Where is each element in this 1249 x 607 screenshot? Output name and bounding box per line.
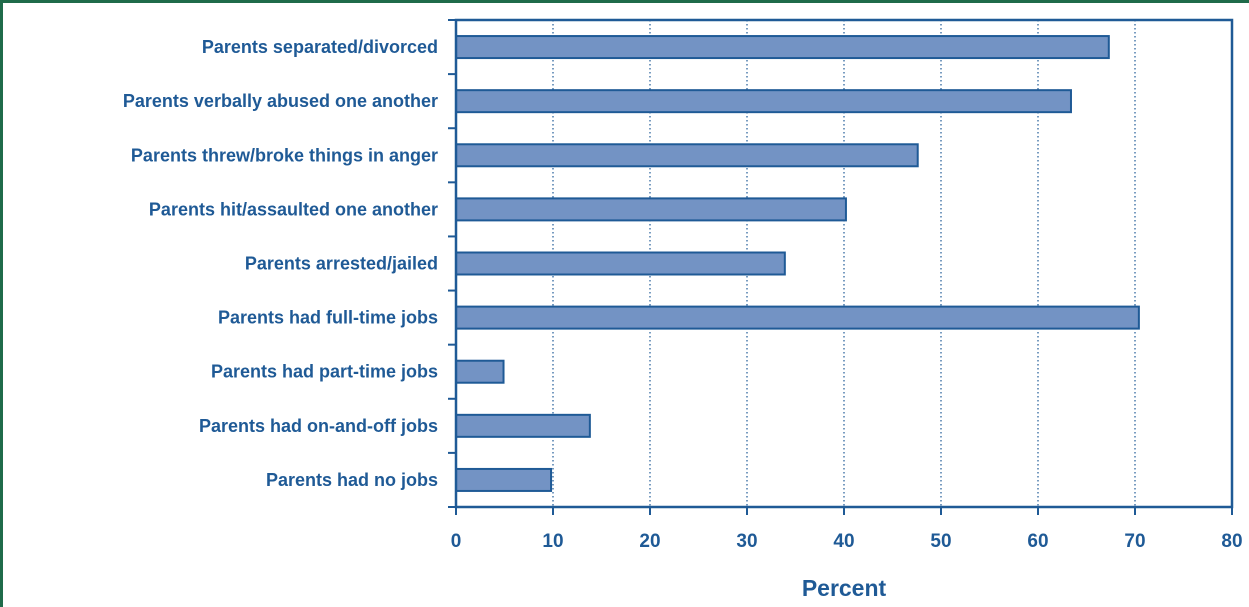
x-tick-label: 80 (1221, 531, 1242, 552)
bar-7 (455, 413, 591, 438)
category-labels: Parents separated/divorced Parents verbal… (123, 37, 438, 490)
bar-8 (455, 467, 553, 492)
category-label: Parents had no jobs (266, 470, 438, 490)
x-tick-label: 30 (736, 531, 757, 552)
category-label: Parents threw/broke things in anger (131, 145, 438, 165)
x-tick-label: 0 (451, 531, 462, 552)
bar-1 (455, 89, 1072, 114)
x-tick-label: 40 (833, 531, 854, 552)
category-label: Parents hit/assaulted one another (149, 199, 438, 219)
bar-2 (455, 143, 919, 168)
x-tick-label: 10 (542, 531, 563, 552)
x-tick-label: 20 (639, 531, 660, 552)
category-label: Parents had full-time jobs (218, 308, 438, 328)
category-label: Parents separated/divorced (202, 37, 438, 57)
axes (448, 18, 1234, 515)
category-label: Parents had part-time jobs (211, 362, 438, 382)
bar-5 (455, 305, 1140, 330)
category-label: Parents arrested/jailed (245, 254, 438, 274)
x-axis-title: Percent (802, 575, 887, 601)
bar-6 (455, 359, 505, 384)
bars (455, 35, 1140, 492)
category-label: Parents verbally abused one another (123, 91, 438, 111)
x-tick-label: 60 (1027, 531, 1048, 552)
bar-4 (455, 251, 786, 276)
bar-0 (455, 35, 1110, 60)
x-tick-label: 70 (1124, 531, 1145, 552)
x-tick-labels: 0 10 20 30 40 50 60 70 80 (451, 531, 1243, 552)
x-tick-label: 50 (930, 531, 951, 552)
category-label: Parents had on-and-off jobs (199, 416, 438, 436)
bar-3 (455, 197, 847, 222)
